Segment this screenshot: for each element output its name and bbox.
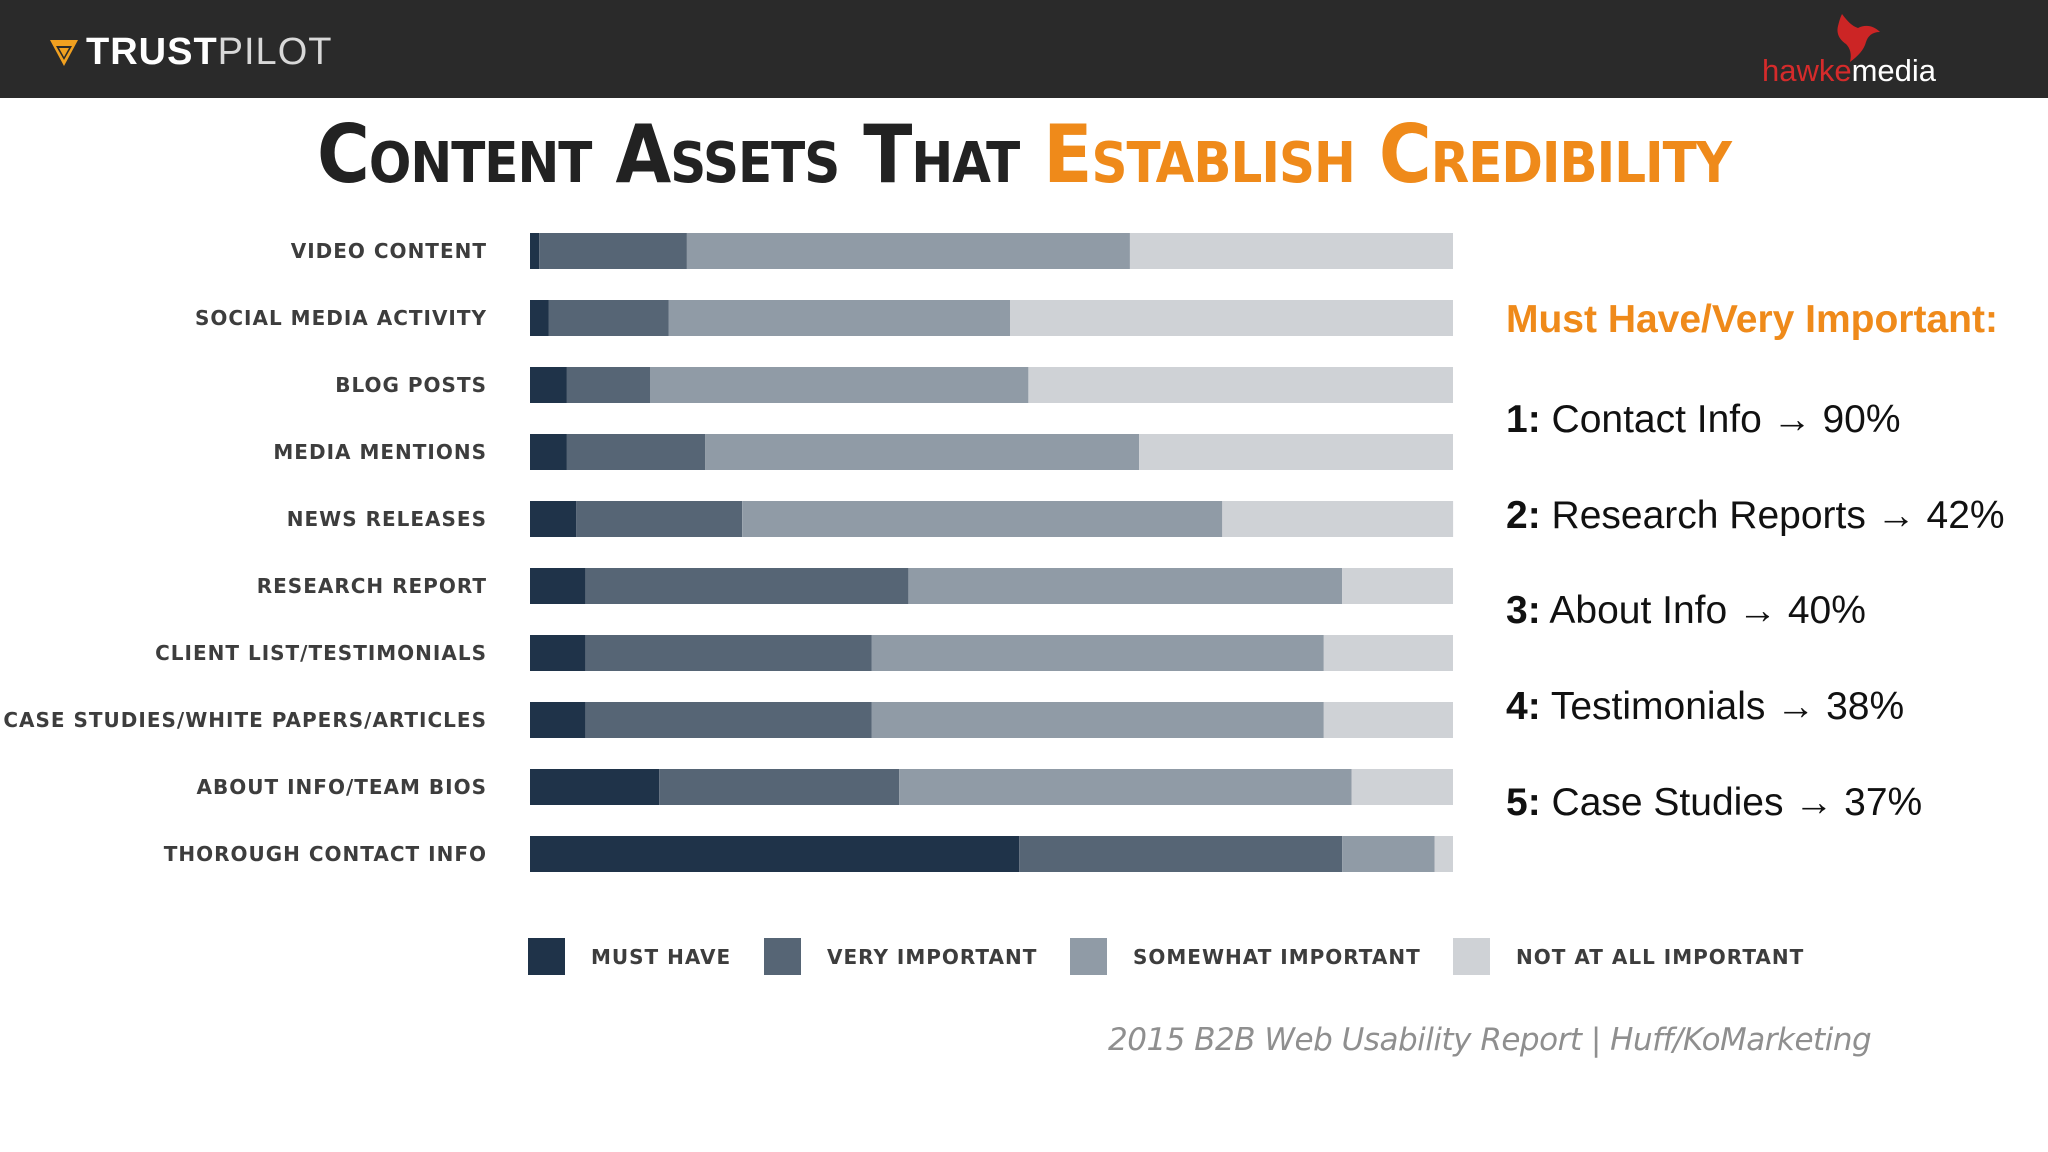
category-label: RESEARCH REPORT [257, 574, 487, 598]
bar-segment [659, 769, 900, 805]
legend-swatch [764, 938, 801, 975]
ranking-item: 1: Contact Info → 90% [1506, 398, 1901, 442]
legend-item: SOMEWHAT IMPORTANT [1070, 938, 1421, 975]
hawkemedia-wordmark-media: media [1851, 53, 1937, 88]
trustpilot-wordmark-bold: TRUST [86, 30, 218, 73]
header-bar: TRUSTPILOT hawkemedia [0, 0, 2048, 98]
bar-segment [1323, 702, 1453, 738]
trustpilot-logo: TRUSTPILOT [48, 30, 332, 74]
bar-segment [1028, 367, 1453, 403]
bar-segment [705, 434, 1140, 470]
bar-segment [576, 501, 743, 537]
category-label: CASE STUDIES/WHITE PAPERS/ARTICLES [3, 708, 487, 732]
bar-segment [530, 836, 1020, 872]
bar-segment [530, 702, 586, 738]
bar-segment [530, 501, 577, 537]
ranking-text: Contact Info → 90% [1551, 398, 1901, 441]
legend-item: VERY IMPORTANT [764, 938, 1037, 975]
category-label: NEWS RELEASES [287, 507, 487, 531]
category-label: SOCIAL MEDIA ACTIVITY [195, 306, 487, 330]
legend-label: VERY IMPORTANT [827, 945, 1037, 969]
hawk-icon [1837, 14, 1880, 62]
category-label: THOROUGH CONTACT INFO [164, 842, 487, 866]
bar-segment [908, 568, 1343, 604]
legend-swatch [1453, 938, 1490, 975]
ranking-text: Case Studies → 37% [1551, 781, 1923, 824]
hawkemedia-wordmark-hawke: hawke [1762, 53, 1852, 88]
bar-segment [530, 568, 586, 604]
ranking-item: 4: Testimonials → 38% [1506, 685, 1904, 729]
legend-label: MUST HAVE [591, 945, 731, 969]
bar-segment [686, 233, 1130, 269]
chart-legend: MUST HAVE VERY IMPORTANT SOMEWHAT IMPORTAN… [528, 938, 1804, 975]
legend-swatch [1070, 938, 1107, 975]
ranking-text: Testimonials → 38% [1550, 685, 1905, 728]
bar-segment [530, 635, 586, 671]
source-citation: 2015 B2B Web Usability Report | Huff/KoM… [1108, 1022, 1872, 1058]
bar-segment [566, 367, 650, 403]
chart-bars [530, 233, 1454, 872]
bar-segment [1222, 501, 1454, 537]
category-label: VIDEO CONTENT [291, 239, 487, 263]
bar-segment [871, 702, 1324, 738]
category-label: CLIENT LIST/TESTIMONIALS [155, 641, 487, 665]
ranking-text: About Info → 40% [1549, 589, 1866, 632]
slide-title-part1: Content Assets That [317, 106, 1044, 202]
ranking-number: 2: [1506, 494, 1541, 537]
legend-item: NOT AT ALL IMPORTANT [1453, 938, 1804, 975]
bar-segment [1342, 568, 1453, 604]
bar-segment [668, 300, 1010, 336]
slide-title: Content Assets That Establish Credibilit… [0, 98, 2048, 210]
bar-segment [1434, 836, 1453, 872]
category-label: MEDIA MENTIONS [273, 440, 487, 464]
bar-segment [871, 635, 1324, 671]
bar-segment [585, 702, 872, 738]
bar-segment [548, 300, 669, 336]
bar-segment [530, 300, 549, 336]
legend-swatch [528, 938, 565, 975]
chart-category-labels: VIDEO CONTENT SOCIAL MEDIA ACTIVITY BLOG P… [3, 239, 487, 866]
ranking-item: 3: About Info → 40% [1506, 589, 1866, 633]
trustpilot-wordmark-light: PILOT [217, 30, 333, 73]
hawkemedia-wordmark: hawkemedia [1762, 54, 1936, 88]
bar-segment [650, 367, 1029, 403]
bar-segment [539, 233, 687, 269]
legend-label: SOMEWHAT IMPORTANT [1133, 945, 1421, 969]
bar-segment [566, 434, 706, 470]
hawkemedia-logo: hawkemedia [1762, 8, 1982, 92]
trustpilot-star-icon [50, 40, 78, 66]
bar-segment [742, 501, 1223, 537]
bar-segment [1351, 769, 1453, 805]
ranking-item: 2: Research Reports → 42% [1506, 494, 2005, 538]
bar-segment [1342, 836, 1435, 872]
legend-label: NOT AT ALL IMPORTANT [1516, 945, 1804, 969]
bar-segment [585, 635, 872, 671]
ranking-number: 5: [1506, 781, 1541, 824]
bar-segment [530, 367, 567, 403]
legend-item: MUST HAVE [528, 938, 731, 975]
category-label: BLOG POSTS [335, 373, 487, 397]
ranking-text: Research Reports → 42% [1551, 494, 2005, 537]
bar-segment [530, 233, 540, 269]
bar-segment [1010, 300, 1453, 336]
bar-segment [585, 568, 909, 604]
bar-segment [530, 769, 660, 805]
bar-segment [1323, 635, 1453, 671]
bar-segment [530, 434, 567, 470]
ranking-number: 4: [1506, 685, 1541, 728]
slide-title-part2: Establish Credibility [1043, 106, 1732, 202]
trustpilot-wordmark: TRUSTPILOT [86, 31, 332, 74]
bar-segment [1019, 836, 1343, 872]
sidebar-heading: Must Have/Very Important: [1506, 298, 1998, 341]
bar-segment [1130, 233, 1453, 269]
ranking-number: 3: [1506, 589, 1541, 632]
category-label: ABOUT INFO/TEAM BIOS [197, 775, 487, 799]
bar-segment [1139, 434, 1453, 470]
ranking-number: 1: [1506, 398, 1541, 441]
bar-segment [899, 769, 1352, 805]
ranking-item: 5: Case Studies → 37% [1506, 781, 1922, 825]
